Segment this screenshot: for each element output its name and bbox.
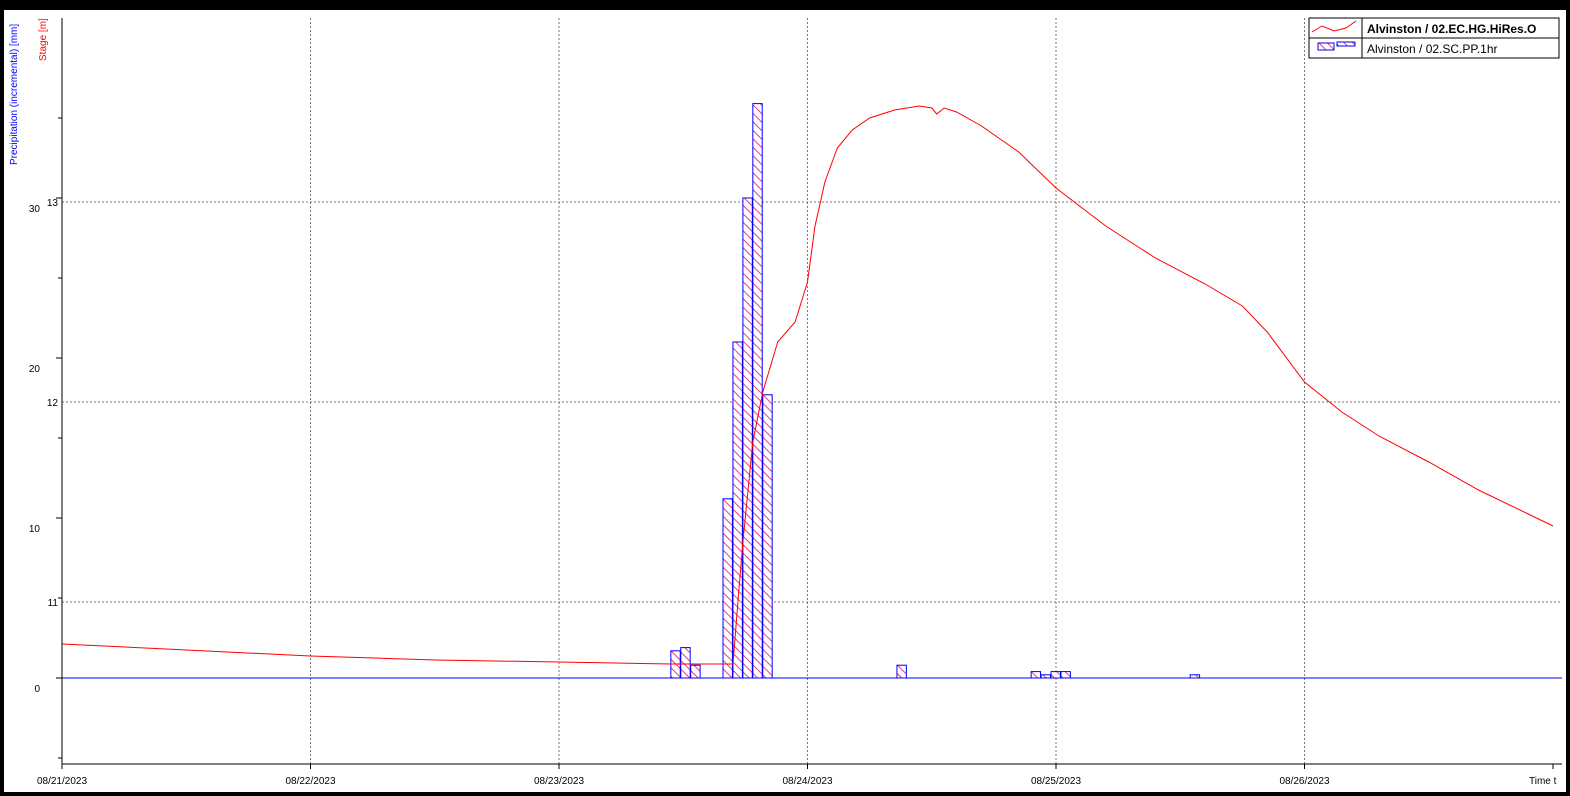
precipitation-bar <box>1189 674 1201 679</box>
precipitation-bar <box>752 103 763 679</box>
precipitation-tick-label: 20 <box>29 364 41 375</box>
precipitation-bar <box>1040 674 1051 679</box>
stage-series <box>61 105 1554 665</box>
legend-label-stage: Alvinston / 02.EC.HG.HiRes.O <box>1367 22 1536 36</box>
legend-line-icon <box>1311 20 1357 33</box>
precipitation-tick-label: 10 <box>29 524 41 535</box>
precipitation-bars <box>670 103 1201 679</box>
grid-lines <box>62 18 1562 764</box>
x-tick-label: 08/21/2023 <box>37 776 87 787</box>
precipitation-bar <box>1050 671 1061 679</box>
precipitation-bar <box>742 197 753 679</box>
precipitation-bar <box>762 394 773 679</box>
precipitation-bar <box>732 341 743 679</box>
legend: Alvinston / 02.EC.HG.HiRes.O Alvinston /… <box>1308 17 1560 59</box>
precipitation-tick-label: 0 <box>34 684 40 695</box>
x-axis-label: Time t <box>1529 776 1557 787</box>
x-tick-label: 08/23/2023 <box>534 776 584 787</box>
precipitation-bar <box>722 498 733 679</box>
x-tick-label: 08/24/2023 <box>782 776 832 787</box>
chart-frame: 0 10 20 30 11 12 13 08/21/2023 08/22/2023 08/23/2… <box>4 10 1566 792</box>
x-tick-label: 08/25/2023 <box>1031 776 1081 787</box>
precipitation-axis-title: Precipitation (incremental) [mm] <box>9 24 20 165</box>
tick-labels: 0 10 20 30 11 12 13 08/21/2023 08/22/2023 08/23/2… <box>29 198 1330 787</box>
stage-line <box>61 105 1554 665</box>
precipitation-tick-label: 30 <box>29 204 41 215</box>
legend-bar-icon <box>1317 42 1335 51</box>
legend-label-precipitation: Alvinston / 02.SC.PP.1hr <box>1367 42 1498 56</box>
stage-tick-label: 11 <box>48 598 59 609</box>
precipitation-bar <box>680 647 691 679</box>
axes <box>56 18 1562 769</box>
precipitation-bar <box>896 664 907 679</box>
x-tick-label: 08/22/2023 <box>285 776 335 787</box>
stage-tick-label: 13 <box>47 198 59 209</box>
precipitation-bar <box>690 664 701 679</box>
precipitation-bar <box>1030 671 1042 679</box>
x-tick-label: 08/26/2023 <box>1279 776 1329 787</box>
stage-tick-label: 12 <box>47 398 59 409</box>
precipitation-bar <box>1060 671 1071 679</box>
stage-axis-title: Stage [m] <box>38 18 49 61</box>
chart: 0 10 20 30 11 12 13 08/21/2023 08/22/2023 08/23/2… <box>9 17 1562 787</box>
